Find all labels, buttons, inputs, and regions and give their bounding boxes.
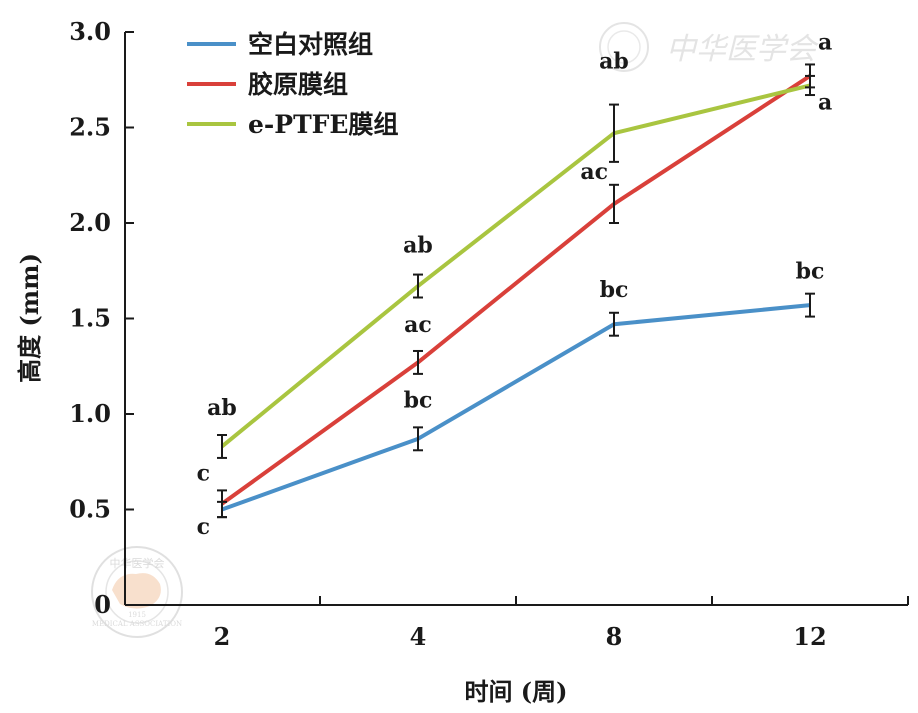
x-tick-label: 4 bbox=[410, 622, 427, 651]
y-tick-label: 1.5 bbox=[69, 304, 111, 333]
error-bar bbox=[413, 426, 423, 452]
error-bar bbox=[805, 292, 815, 318]
watermark-seal-inner-icon bbox=[607, 30, 641, 64]
significance-label: bc bbox=[796, 259, 825, 285]
seal-year-text: 1915 bbox=[128, 611, 146, 619]
legend-entry: 胶原膜组 bbox=[187, 70, 348, 99]
significance-label: a bbox=[818, 29, 832, 55]
y-tick-label: 2.5 bbox=[69, 113, 111, 142]
y-tick-label: 2.0 bbox=[69, 208, 111, 237]
error-bar bbox=[217, 489, 227, 519]
series-line bbox=[220, 74, 812, 506]
x-axis-label: 时间 (周) bbox=[464, 677, 567, 706]
series-line bbox=[220, 83, 811, 449]
y-tick-label: 3.0 bbox=[69, 17, 111, 46]
error-bar bbox=[609, 183, 619, 224]
y-axis-label: 高度 (mm) bbox=[15, 253, 44, 383]
series-line bbox=[221, 303, 811, 512]
error-bar bbox=[609, 311, 619, 337]
legend-label: 空白对照组 bbox=[248, 30, 373, 59]
significance-label: ac bbox=[404, 312, 432, 338]
significance-label: ac bbox=[580, 159, 608, 185]
legend-entry: 空白对照组 bbox=[187, 30, 373, 59]
significance-label: a bbox=[818, 89, 832, 115]
y-tick-label: 1.0 bbox=[69, 399, 111, 428]
seal-top-text: 中华医学会 bbox=[110, 556, 165, 570]
x-tick-label: 2 bbox=[214, 622, 231, 651]
error-bar bbox=[609, 103, 619, 163]
significance-label: bc bbox=[600, 277, 629, 303]
watermark: 中华医学会 bbox=[599, 22, 819, 72]
significance-label: ab bbox=[599, 49, 629, 75]
significance-label: ab bbox=[207, 395, 237, 421]
legend-label: 胶原膜组 bbox=[248, 70, 348, 99]
watermark-seal-icon bbox=[599, 22, 649, 72]
legend-label: e-PTFE膜组 bbox=[248, 110, 399, 139]
significance-label: bc bbox=[404, 387, 433, 413]
y-tick-label: 0 bbox=[94, 590, 111, 619]
y-tick-label: 0.5 bbox=[69, 495, 111, 524]
watermark-text: 中华医学会 bbox=[666, 32, 819, 67]
x-tick-label: 8 bbox=[606, 622, 623, 651]
error-bar bbox=[413, 349, 423, 375]
error-bars bbox=[217, 63, 815, 519]
significance-labels: c bc bc bc c ac ac a ab ab ab a bbox=[197, 29, 833, 539]
axes: 0 0.5 1.0 1.5 2.0 2.5 3.0 2 4 8 12 bbox=[69, 17, 909, 651]
error-bar bbox=[217, 434, 227, 459]
seal-inner-ring-icon bbox=[105, 560, 169, 624]
seal-map-icon bbox=[112, 573, 161, 609]
seal-bottom-text: MEDICAL ASSOCIATION bbox=[92, 620, 182, 628]
legend-entry: e-PTFE膜组 bbox=[187, 110, 399, 139]
series-lines bbox=[220, 74, 812, 512]
significance-label: ab bbox=[403, 233, 433, 259]
x-tick-label: 12 bbox=[793, 622, 826, 651]
seal-outer-ring-icon bbox=[91, 546, 183, 638]
significance-label: c bbox=[197, 514, 210, 540]
error-bar bbox=[805, 74, 815, 97]
significance-label: c bbox=[197, 460, 210, 486]
error-bar bbox=[413, 273, 423, 299]
